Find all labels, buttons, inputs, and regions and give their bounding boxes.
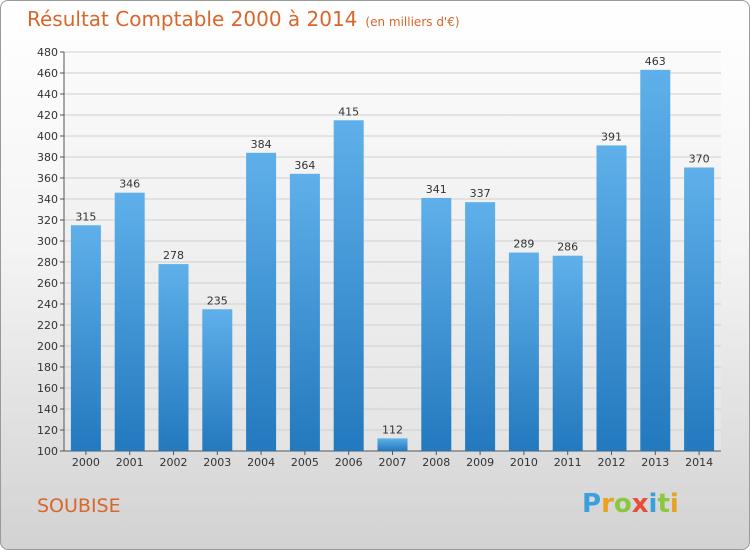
bar — [70, 225, 101, 451]
y-tick-label: 140 — [37, 403, 58, 416]
bar — [333, 120, 364, 451]
x-tick-label: 2007 — [379, 456, 407, 469]
axis-layer: 100 120 140 160 180 200 220 240 260 280 300 320 340 3… — [37, 46, 721, 469]
y-tick-label: 300 — [37, 235, 58, 248]
bar — [246, 152, 277, 452]
bar-value-label: 391 — [601, 130, 622, 143]
x-tick-label: 2005 — [291, 456, 319, 469]
y-tick-label: 380 — [37, 151, 58, 164]
y-tick-label: 120 — [37, 424, 58, 437]
y-tick-label: 400 — [37, 130, 58, 143]
bar — [202, 309, 233, 451]
x-tick-label: 2008 — [422, 456, 450, 469]
x-tick-label: 2000 — [72, 456, 100, 469]
y-tick-label: 280 — [37, 256, 58, 269]
logo-letter: t — [657, 489, 670, 519]
y-tick-label: 200 — [37, 340, 58, 353]
bar — [421, 197, 452, 451]
y-tick-label: 460 — [37, 67, 58, 80]
x-tick-label: 2004 — [247, 456, 275, 469]
logo-letter: i — [648, 489, 658, 519]
bar — [640, 69, 671, 451]
x-tick-label: 2002 — [160, 456, 188, 469]
bar — [289, 173, 320, 452]
bar-value-label: 286 — [557, 241, 578, 254]
bar-value-label: 235 — [207, 294, 228, 307]
bar-value-label: 415 — [338, 105, 359, 118]
y-tick-label: 320 — [37, 214, 58, 227]
logo-letter: i — [669, 489, 679, 519]
chart-subtitle: (en milliers d'€) — [365, 15, 460, 29]
bar — [114, 192, 145, 451]
logo-letter: o — [613, 489, 632, 519]
x-tick-label: 2014 — [685, 456, 713, 469]
y-tick-label: 220 — [37, 319, 58, 332]
logo-letter: P — [582, 489, 602, 519]
bar — [158, 264, 189, 451]
bar-layer — [70, 69, 715, 452]
bar-value-label: 337 — [470, 187, 491, 200]
y-tick-label: 420 — [37, 109, 58, 122]
bar-value-label: 346 — [119, 178, 140, 191]
bar-value-label: 112 — [382, 423, 403, 436]
bar-value-label: 463 — [645, 55, 666, 68]
bar — [465, 202, 496, 451]
y-tick-label: 160 — [37, 382, 58, 395]
bar — [552, 255, 583, 451]
logo-letter: r — [601, 489, 614, 519]
y-tick-label: 360 — [37, 172, 58, 185]
y-tick-label: 480 — [37, 46, 58, 59]
x-tick-label: 2010 — [510, 456, 538, 469]
x-tick-label: 2011 — [554, 456, 582, 469]
y-tick-label: 100 — [37, 445, 58, 458]
chart-title-main: Résultat Comptable 2000 à 2014 — [27, 7, 358, 31]
bar — [596, 145, 627, 451]
bar-value-label: 315 — [75, 210, 96, 223]
proxiti-logo: Proxiti — [582, 489, 679, 519]
y-tick-label: 240 — [37, 298, 58, 311]
y-tick-label: 180 — [37, 361, 58, 374]
chart-title: Résultat Comptable 2000 à 2014 (en millie… — [27, 7, 460, 31]
logo-letter: x — [631, 489, 649, 519]
place-name: SOUBISE — [37, 495, 121, 517]
y-tick-label: 260 — [37, 277, 58, 290]
bar-value-label: 384 — [251, 138, 272, 151]
x-tick-label: 2012 — [598, 456, 626, 469]
bar-value-label: 370 — [689, 153, 710, 166]
bar — [684, 167, 715, 451]
label-layer: 315 346 278 235 384 364 415 112 341 337 289 286 391 4… — [75, 55, 709, 437]
x-tick-label: 2013 — [641, 456, 669, 469]
x-tick-label: 2001 — [116, 456, 144, 469]
bar — [508, 252, 539, 451]
y-tick-label: 440 — [37, 88, 58, 101]
y-tick-label: 340 — [37, 193, 58, 206]
bar — [377, 438, 408, 451]
bar-value-label: 364 — [294, 159, 315, 172]
x-tick-label: 2003 — [203, 456, 231, 469]
x-tick-label: 2006 — [335, 456, 363, 469]
x-tick-label: 2009 — [466, 456, 494, 469]
bar-value-label: 278 — [163, 249, 184, 262]
bar-value-label: 289 — [513, 238, 534, 251]
bar-value-label: 341 — [426, 183, 447, 196]
